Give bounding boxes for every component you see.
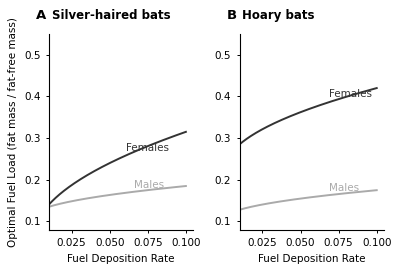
Y-axis label: Optimal Fuel Load (fat mass / fat-free mass): Optimal Fuel Load (fat mass / fat-free m… [8,17,18,247]
Text: Females: Females [330,89,372,99]
Text: Males: Males [330,183,360,193]
X-axis label: Fuel Deposition Rate: Fuel Deposition Rate [67,254,175,264]
Text: Females: Females [126,143,170,153]
X-axis label: Fuel Deposition Rate: Fuel Deposition Rate [258,254,366,264]
Text: A: A [36,9,46,22]
Text: Silver-haired bats: Silver-haired bats [52,9,170,22]
Text: B: B [226,9,237,22]
Text: Hoary bats: Hoary bats [242,9,315,22]
Text: Males: Males [134,180,164,190]
